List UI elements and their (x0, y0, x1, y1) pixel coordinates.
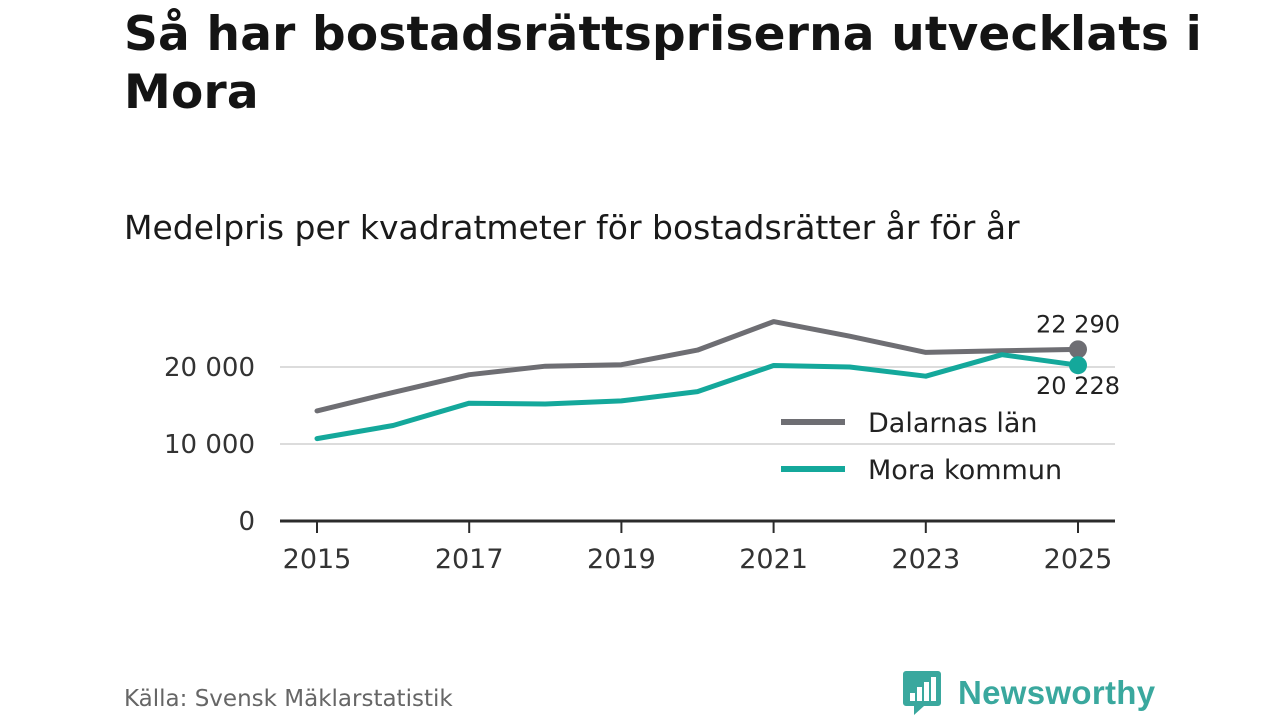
axes: 0 10 000 20 000 2015 2017 2019 2021 2023 2025 (164, 353, 1115, 575)
series-line-mora-kommun (314, 352, 1081, 442)
x-tick-label: 2023 (891, 544, 960, 575)
chart-title: Så har bostadsrättspriserna utvecklats i… (124, 7, 1202, 120)
end-label-mora-kommun: 20 228 (1036, 372, 1120, 400)
data-labels: 22 290 20 228 (1036, 310, 1120, 400)
x-tick-label: 2017 (435, 544, 504, 575)
brand-logo: Newsworthy (902, 670, 1155, 716)
x-tick-label: 2019 (587, 544, 656, 575)
y-tick-label: 10 000 (164, 430, 255, 460)
end-label-dalarnas-lan: 22 290 (1036, 310, 1120, 338)
source-note: Källa: Svensk Mäklarstatistik (124, 686, 453, 712)
series-end-point-dalarnas-lan (1069, 340, 1087, 359)
brand-name: Newsworthy (958, 674, 1156, 711)
grid-lines (280, 366, 1115, 445)
series-end-point-mora-kommun (1069, 356, 1087, 375)
x-tick-label: 2021 (739, 544, 808, 575)
chart-subtitle: Medelpris per kvadratmeter för bostadsrä… (124, 208, 1020, 247)
legend-label-mora-kommun: Mora kommun (868, 455, 1062, 486)
x-tick-label: 2015 (283, 544, 352, 575)
y-tick-label: 0 (238, 507, 255, 537)
newsworthy-logo-icon (903, 671, 941, 715)
legend-label-dalarnas-lan: Dalarnas län (868, 408, 1037, 439)
x-tick-label: 2025 (1044, 544, 1113, 575)
series-line-dalarnas-lan (314, 319, 1081, 414)
legend: Dalarnas län Mora kommun (781, 408, 1062, 486)
series-lines (314, 319, 1087, 442)
y-tick-label: 20 000 (164, 353, 255, 383)
